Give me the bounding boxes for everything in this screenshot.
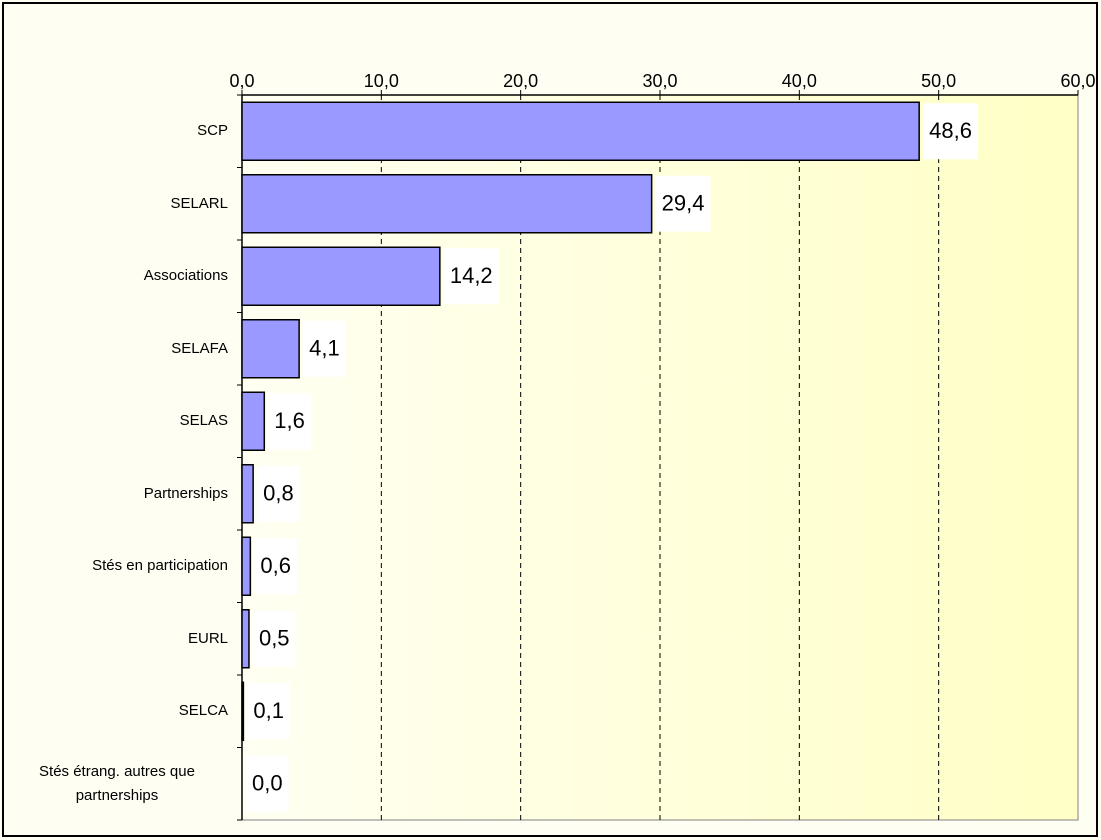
x-tick-label: 60,0 [1060, 71, 1095, 91]
y-tick-label: SELARL [170, 194, 228, 212]
y-tick-label: SELAS [179, 412, 228, 430]
value-label: 0,1 [253, 698, 284, 723]
value-label: 48,6 [929, 118, 972, 143]
value-label-box [254, 538, 297, 595]
x-tick-label: 0,0 [229, 71, 254, 91]
y-tick-label: Associations [143, 267, 228, 285]
value-label-box [257, 465, 300, 522]
bar [241, 101, 920, 161]
value-label: 4,1 [309, 336, 340, 361]
value-label: 29,4 [662, 191, 705, 216]
bar [241, 174, 653, 234]
x-tick-label: 10,0 [364, 71, 399, 91]
y-tick-label: EURL [187, 629, 228, 647]
bar [241, 681, 245, 741]
value-label-box [655, 175, 711, 232]
x-tick-label: 40,0 [782, 71, 817, 91]
bar [241, 464, 254, 524]
x-tick-label: 50,0 [921, 71, 956, 91]
y-tick-label: SELCA [178, 702, 228, 720]
y-tick-label: SELAFA [171, 339, 228, 357]
x-tick-label: 20,0 [503, 71, 538, 91]
y-tick-label: Stés en participation [92, 557, 228, 575]
value-label-box [303, 320, 346, 377]
value-label: 0,0 [252, 771, 283, 796]
bar [241, 536, 252, 596]
value-label: 0,8 [263, 481, 294, 506]
y-tick-label: Partnerships [143, 484, 228, 502]
bar [241, 246, 441, 306]
value-label: 1,6 [274, 408, 305, 433]
y-tick-label: SCP [197, 122, 228, 140]
value-label: 14,2 [450, 263, 493, 288]
value-label-box [268, 393, 311, 450]
value-label-box [443, 248, 499, 305]
bar [241, 319, 300, 379]
x-tick-label: 30,0 [642, 71, 677, 91]
y-tick-label: Stés étrang. autres que partnerships [39, 762, 195, 804]
bar [241, 609, 250, 669]
value-label-box [923, 103, 978, 160]
value-label-box [252, 610, 296, 667]
value-label-box [246, 755, 289, 812]
bar [241, 391, 266, 451]
value-label: 0,6 [260, 553, 291, 578]
value-label: 0,5 [259, 626, 290, 651]
value-label-box [247, 683, 290, 740]
